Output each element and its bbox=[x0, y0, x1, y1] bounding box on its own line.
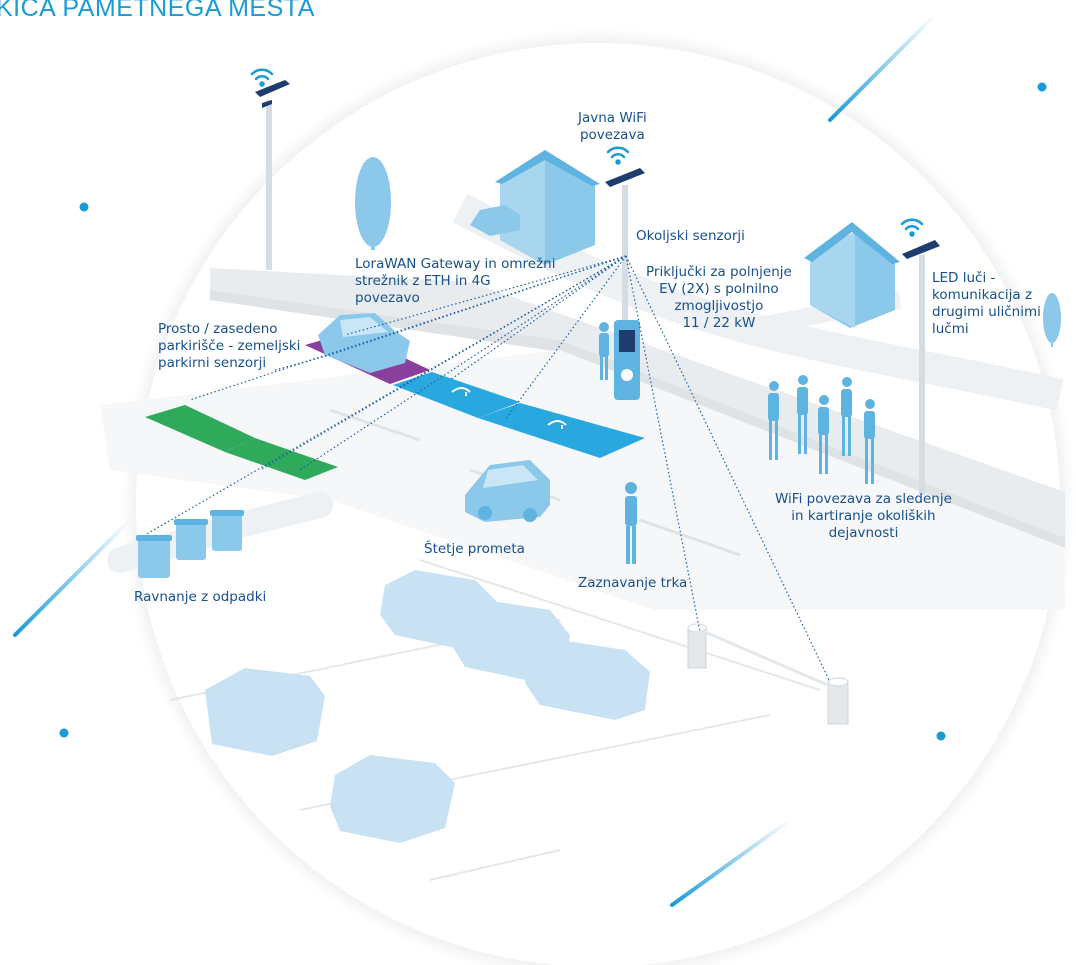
label-traffic-counting: Štetje prometa bbox=[424, 541, 525, 557]
car-icon bbox=[470, 205, 520, 236]
street-lamp-icon bbox=[605, 168, 645, 385]
label-ev-charging: Priključki za polnjenje EV (2X) s polniln… bbox=[646, 264, 792, 331]
label-environment-sensors: Okoljski senzorji bbox=[636, 228, 745, 244]
tree-icon bbox=[1043, 293, 1061, 347]
label-public-wifi: Javna WiFi povezava bbox=[578, 110, 647, 143]
free-parking-bay bbox=[145, 405, 255, 452]
wifi-icon bbox=[900, 218, 924, 237]
house-icon bbox=[495, 150, 600, 265]
deco-dot bbox=[936, 731, 946, 741]
waste-bin-icon bbox=[136, 510, 244, 578]
person-icon bbox=[768, 375, 875, 484]
label-crash-detection: Zaznavanje trka bbox=[578, 575, 688, 591]
street-lamp-icon bbox=[255, 80, 290, 270]
tree-icon bbox=[355, 157, 391, 250]
person-icon bbox=[625, 482, 637, 564]
page-title: KICA PAMETNEGA MESTA bbox=[0, 0, 315, 22]
house-icon bbox=[804, 222, 900, 328]
deco-dot bbox=[1037, 82, 1047, 92]
street-lamp-icon bbox=[902, 240, 940, 495]
deco-streak bbox=[828, 13, 937, 122]
wifi-icon bbox=[250, 68, 274, 87]
ev-parking-bay bbox=[393, 372, 520, 418]
wifi-icon bbox=[606, 146, 630, 165]
car-icon bbox=[465, 460, 550, 522]
parked-cars bbox=[205, 570, 650, 843]
deco-streak bbox=[13, 518, 132, 637]
ev-charger-icon bbox=[614, 320, 640, 400]
free-parking-bay bbox=[225, 438, 338, 480]
ev-parking-bay bbox=[478, 403, 645, 458]
deco-dot bbox=[59, 728, 69, 738]
sensor-connection-lines bbox=[144, 255, 831, 683]
barrier-post-icon bbox=[687, 623, 849, 725]
sidewalk bbox=[210, 268, 1065, 538]
deco-streak bbox=[670, 818, 792, 907]
label-wifi-tracking: WiFi povezava za sledenje in kartiranje o… bbox=[775, 491, 952, 541]
label-waste-management: Ravnanje z odpadki bbox=[134, 589, 267, 605]
label-lorawan-gateway: LoraWAN Gateway in omrežni strežnik z ETH… bbox=[355, 256, 556, 306]
label-parking-sensors: Prosto / zasedeno parkirišče - zemeljski p… bbox=[158, 321, 301, 371]
label-led-lights: LED luči - komunikacija z drugimi uličnimi… bbox=[932, 270, 1041, 337]
person-icon bbox=[599, 322, 609, 380]
deco-dot bbox=[79, 202, 89, 212]
